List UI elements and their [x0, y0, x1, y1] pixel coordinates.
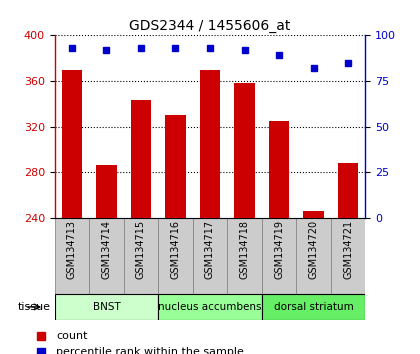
Bar [193, 218, 227, 294]
Bar [297, 218, 331, 294]
Text: GSM134721: GSM134721 [343, 220, 353, 279]
Text: GSM134717: GSM134717 [205, 220, 215, 279]
Bar [123, 218, 158, 294]
Title: GDS2344 / 1455606_at: GDS2344 / 1455606_at [129, 19, 291, 33]
Bar [165, 115, 186, 218]
Bar [234, 83, 255, 218]
Text: GSM134713: GSM134713 [67, 220, 77, 279]
Bar [262, 218, 297, 294]
Text: BNST: BNST [92, 302, 120, 312]
Bar [55, 294, 158, 320]
Bar [55, 218, 89, 294]
Text: GSM134718: GSM134718 [239, 220, 249, 279]
Text: GSM134720: GSM134720 [309, 220, 319, 279]
Text: dorsal striatum: dorsal striatum [274, 302, 354, 312]
Text: percentile rank within the sample: percentile rank within the sample [56, 347, 244, 354]
Bar [269, 121, 289, 218]
Bar [158, 294, 262, 320]
Bar [96, 165, 117, 218]
Text: GSM134716: GSM134716 [171, 220, 181, 279]
Bar [200, 70, 221, 218]
Text: GSM134714: GSM134714 [101, 220, 111, 279]
Bar [331, 218, 365, 294]
Bar [303, 211, 324, 218]
Bar [89, 218, 123, 294]
Bar [131, 100, 151, 218]
Bar [61, 70, 82, 218]
Text: GSM134719: GSM134719 [274, 220, 284, 279]
Text: GSM134715: GSM134715 [136, 220, 146, 279]
Bar [227, 218, 262, 294]
Text: tissue: tissue [17, 302, 50, 312]
Bar [338, 163, 359, 218]
Text: count: count [56, 331, 88, 341]
Bar [262, 294, 365, 320]
Text: nucleus accumbens: nucleus accumbens [158, 302, 262, 312]
Bar [158, 218, 193, 294]
